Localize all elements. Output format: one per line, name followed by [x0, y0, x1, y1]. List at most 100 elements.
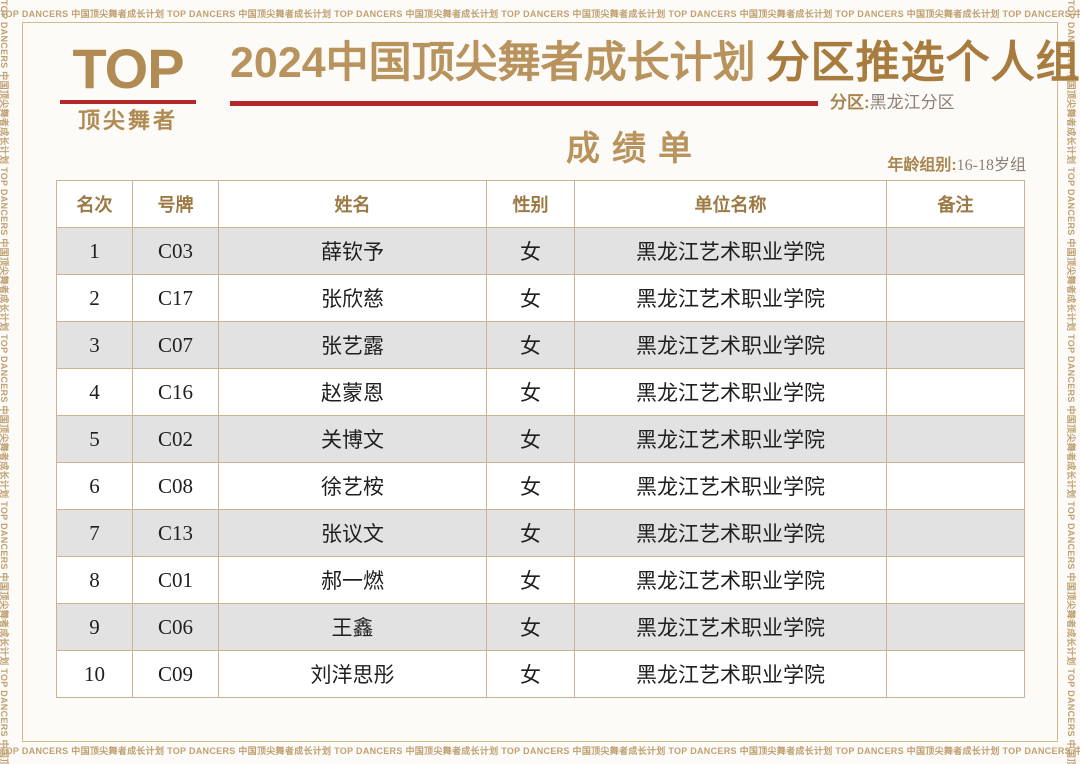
border-text-top-content: TOP DANCERS 中国顶尖舞者成长计划 TOP DANCERS 中国顶尖舞…	[0, 9, 1080, 19]
cell-bib: C16	[132, 368, 219, 416]
cell-sex: 女	[486, 462, 575, 510]
cell-unit: 黑龙江艺术职业学院	[574, 368, 887, 416]
logo-subtitle: 顶尖舞者	[77, 108, 178, 133]
cell-unit: 黑龙江艺术职业学院	[574, 650, 887, 698]
cell-note	[886, 509, 1025, 557]
cell-name: 郝一燃	[218, 556, 487, 604]
column-header-unit: 单位名称	[574, 180, 887, 228]
table-body: 1 C03 薛钦予女黑龙江艺术职业学院 2 C17 张欣慈女黑龙江艺术职业学院 3 C07 张艺…	[56, 227, 1025, 698]
table-row: 9 C06 王鑫女黑龙江艺术职业学院	[56, 603, 1025, 651]
column-header-sex: 性别	[486, 180, 575, 228]
cell-unit: 黑龙江艺术职业学院	[574, 462, 887, 510]
cell-rank: 9	[56, 603, 133, 651]
cell-unit: 黑龙江艺术职业学院	[574, 321, 887, 369]
title-row: 2024中国顶尖舞者成长计划 分区推选个人组	[230, 38, 1080, 88]
cell-note	[886, 462, 1025, 510]
cell-name: 张艺露	[218, 321, 487, 369]
table-row: 3 C07 张艺露女黑龙江艺术职业学院	[56, 321, 1025, 369]
page-title: 2024中国顶尖舞者成长计划	[230, 39, 756, 87]
cell-name: 张议文	[218, 509, 487, 557]
logo-wordmark: TOP	[72, 37, 184, 100]
border-text-left-content: TOP DANCERS 中国顶尖舞者成长计划 TOP DANCERS 中国顶尖舞…	[0, 0, 11, 764]
table-row: 5 C02 关博文女黑龙江艺术职业学院	[56, 415, 1025, 463]
cell-name: 徐艺桉	[218, 462, 487, 510]
cell-bib: C07	[132, 321, 219, 369]
cell-rank: 8	[56, 556, 133, 604]
cell-rank: 3	[56, 321, 133, 369]
results-table-wrapper: 名次 号牌 姓名 性别 单位名称 备注 1 C03 薛钦予女黑龙江艺术职业学院 2 C1…	[56, 180, 1025, 698]
cell-unit: 黑龙江艺术职业学院	[574, 509, 887, 557]
content-area: TOP 顶尖舞者 2024中国顶尖舞者成长计划 分区推选个人组 分区:黑龙江分区…	[22, 22, 1080, 742]
cell-bib: C01	[132, 556, 219, 604]
cell-name: 关博文	[218, 415, 487, 463]
district-info: 分区:黑龙江分区	[830, 93, 955, 113]
cell-rank: 6	[56, 462, 133, 510]
cell-sex: 女	[486, 603, 575, 651]
cell-sex: 女	[486, 227, 575, 275]
column-header-rank: 名次	[56, 180, 133, 228]
table-head: 名次 号牌 姓名 性别 单位名称 备注	[56, 180, 1025, 228]
page-title-accent: 分区推选个人组	[765, 38, 1080, 87]
table-row: 6 C08 徐艺桉女黑龙江艺术职业学院	[56, 462, 1025, 510]
cell-unit: 黑龙江艺术职业学院	[574, 274, 887, 322]
cell-unit: 黑龙江艺术职业学院	[574, 415, 887, 463]
cell-rank: 10	[56, 650, 133, 698]
results-table: 名次 号牌 姓名 性别 单位名称 备注 1 C03 薛钦予女黑龙江艺术职业学院 2 C1…	[56, 180, 1025, 698]
table-row: 2 C17 张欣慈女黑龙江艺术职业学院	[56, 274, 1025, 322]
cell-rank: 5	[56, 415, 133, 463]
column-header-bib: 号牌	[132, 180, 219, 228]
cell-note	[886, 321, 1025, 369]
border-text-top: TOP DANCERS 中国顶尖舞者成长计划 TOP DANCERS 中国顶尖舞…	[0, 7, 1080, 20]
cell-note	[886, 274, 1025, 322]
cell-rank: 1	[56, 227, 133, 275]
cell-bib: C13	[132, 509, 219, 557]
cell-sex: 女	[486, 321, 575, 369]
cell-bib: C09	[132, 650, 219, 698]
headline-block: 2024中国顶尖舞者成长计划 分区推选个人组 分区:黑龙江分区 成绩单 年龄组别…	[230, 38, 1080, 174]
cell-note	[886, 368, 1025, 416]
table-row: 4 C16 赵蒙恩女黑龙江艺术职业学院	[56, 368, 1025, 416]
cell-note	[886, 556, 1025, 604]
cell-unit: 黑龙江艺术职业学院	[574, 556, 887, 604]
table-row: 10 C09 刘洋思彤女黑龙江艺术职业学院	[56, 650, 1025, 698]
table-row: 1 C03 薛钦予女黑龙江艺术职业学院	[56, 227, 1025, 275]
title-rule-row: 分区:黑龙江分区	[230, 93, 1030, 113]
cell-sex: 女	[486, 650, 575, 698]
district-value: 黑龙江分区	[869, 93, 955, 112]
cell-bib: C03	[132, 227, 219, 275]
border-text-bottom: TOP DANCERS 中国顶尖舞者成长计划 TOP DANCERS 中国顶尖舞…	[0, 744, 1080, 757]
border-text-right-content: TOP DANCERS 中国顶尖舞者成长计划 TOP DANCERS 中国顶尖舞…	[1067, 0, 1078, 764]
cell-sex: 女	[486, 415, 575, 463]
table-row: 7 C13 张议文女黑龙江艺术职业学院	[56, 509, 1025, 557]
cell-note	[886, 227, 1025, 275]
cell-rank: 7	[56, 509, 133, 557]
cell-bib: C02	[132, 415, 219, 463]
cell-sex: 女	[486, 556, 575, 604]
cell-bib: C08	[132, 462, 219, 510]
cell-unit: 黑龙江艺术职业学院	[574, 227, 887, 275]
table-row: 8 C01 郝一燃女黑龙江艺术职业学院	[56, 556, 1025, 604]
cell-rank: 4	[56, 368, 133, 416]
page-subtitle: 成绩单	[566, 130, 704, 168]
cell-name: 赵蒙恩	[218, 368, 487, 416]
cell-bib: C06	[132, 603, 219, 651]
cell-note	[886, 603, 1025, 651]
title-underline	[230, 100, 818, 106]
district-label: 分区:	[830, 93, 870, 112]
cell-sex: 女	[486, 274, 575, 322]
cell-rank: 2	[56, 274, 133, 322]
cell-bib: C17	[132, 274, 219, 322]
cell-note	[886, 415, 1025, 463]
age-group-value: 16-18岁组	[956, 157, 1026, 174]
cell-note	[886, 650, 1025, 698]
column-header-name: 姓名	[218, 180, 487, 228]
logo-divider	[60, 100, 196, 104]
age-group-info: 年龄组别:16-18岁组	[887, 156, 1026, 176]
cell-sex: 女	[486, 509, 575, 557]
cell-name: 薛钦予	[218, 227, 487, 275]
cell-unit: 黑龙江艺术职业学院	[574, 603, 887, 651]
cell-name: 刘洋思彤	[218, 650, 487, 698]
cell-sex: 女	[486, 368, 575, 416]
border-text-bottom-content: TOP DANCERS 中国顶尖舞者成长计划 TOP DANCERS 中国顶尖舞…	[0, 746, 1080, 756]
